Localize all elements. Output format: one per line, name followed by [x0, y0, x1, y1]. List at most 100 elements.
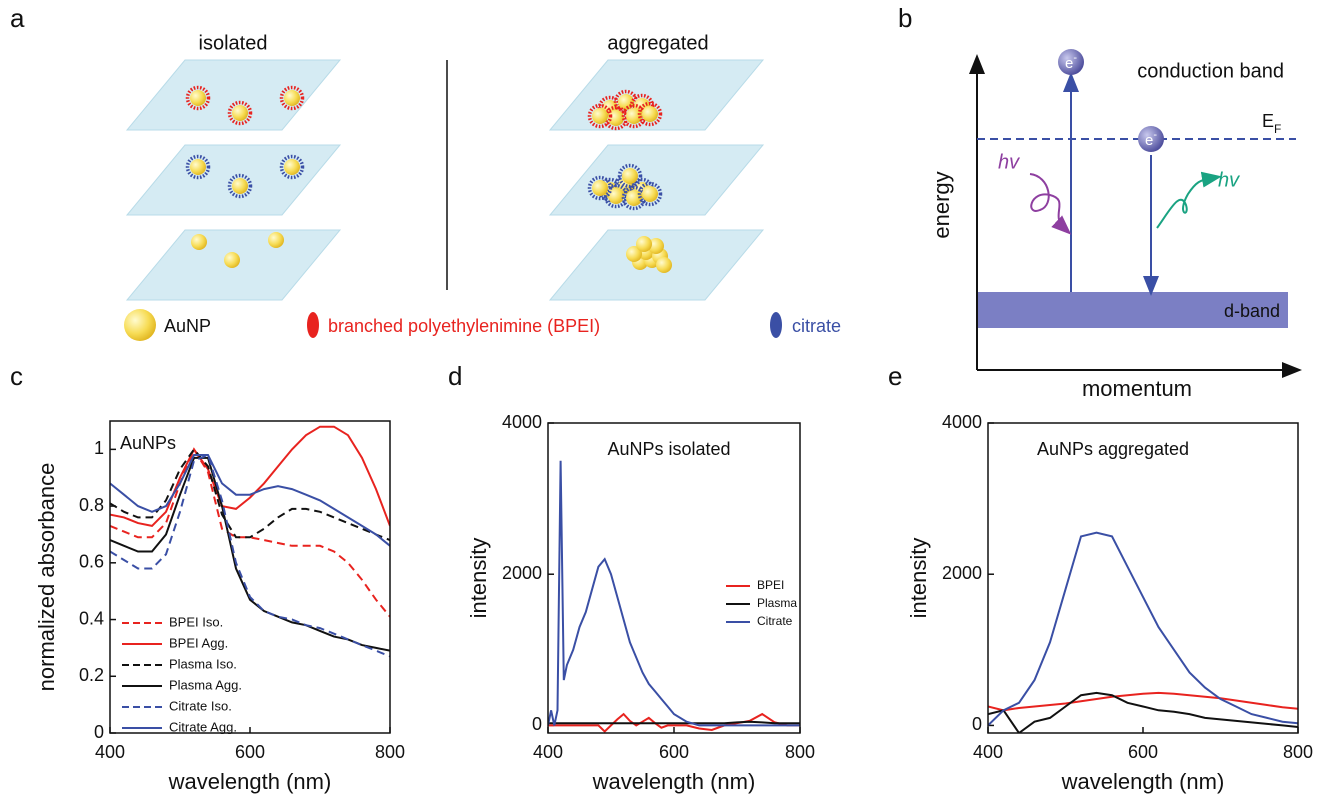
chart-title: AuNPs aggregated	[1037, 439, 1189, 459]
y-tick-label: 2000	[502, 563, 542, 583]
ligand-shell	[637, 101, 663, 127]
electron-label: e-	[1145, 129, 1157, 149]
nanoparticle	[622, 168, 638, 184]
ligand-shell	[587, 175, 613, 201]
photon-in	[1029, 173, 1072, 235]
plane	[125, 144, 342, 216]
band-label: conduction band	[1137, 60, 1284, 82]
y-tick-label: 0	[532, 714, 542, 734]
y-tick-label: 4000	[942, 412, 982, 432]
nanoparticle	[232, 178, 248, 194]
ligand-shell	[227, 100, 253, 126]
y-tick-label: 0.4	[79, 608, 104, 628]
x-tick-label: 800	[375, 742, 405, 762]
ligand-shell	[617, 163, 643, 189]
legend-label: BPEI	[757, 578, 784, 592]
electron	[1058, 49, 1084, 75]
nanoparticle	[232, 105, 248, 121]
nanoparticle	[648, 238, 664, 254]
heading: aggregated	[607, 32, 708, 54]
bpei-icon	[307, 312, 319, 338]
fermi-label: EF	[1262, 111, 1281, 136]
ligand-shell	[279, 85, 305, 111]
y-tick-label: 1	[94, 438, 104, 458]
series-line	[110, 456, 390, 652]
plane	[125, 59, 342, 131]
y-tick-label: 0.8	[79, 495, 104, 515]
plot-frame	[987, 422, 1299, 734]
ligand-shell	[185, 154, 211, 180]
electron-e: e	[1145, 132, 1153, 149]
y-tick-label: 0	[94, 722, 104, 742]
nanoparticle	[268, 232, 284, 248]
legend-label: Citrate Agg.	[169, 719, 237, 734]
chart-title: AuNPs	[120, 433, 176, 453]
series-line	[110, 425, 390, 527]
nanoparticle	[608, 110, 624, 126]
legend-label: Plasma Iso.	[169, 656, 237, 671]
series-line	[110, 447, 390, 542]
y-tick-label: 0.2	[79, 665, 104, 685]
nanoparticle	[190, 159, 206, 175]
photon-label: hv	[1218, 169, 1240, 191]
ligand-shell	[637, 181, 663, 207]
aunp-icon	[124, 309, 156, 341]
chart: c 0 0.2 0.4 0.6 0.8 1 400 600 800 wavelength (nm) n…	[10, 361, 405, 794]
plot-frame	[109, 420, 391, 734]
ligand-shell	[629, 93, 655, 119]
fermi-main: E	[1262, 111, 1274, 131]
legend-text: citrate	[792, 316, 841, 336]
series-line	[988, 691, 1298, 733]
electron-e: e	[1065, 55, 1073, 72]
series-line	[548, 720, 800, 725]
nanoparticle	[636, 236, 652, 252]
series-line	[548, 460, 800, 727]
x-tick-label: 600	[1128, 742, 1158, 762]
x-tick-label: 800	[785, 742, 815, 762]
legend-text: AuNP	[164, 316, 211, 336]
nanoparticle	[592, 108, 608, 124]
panel-letter: c	[10, 361, 23, 391]
x-tick-label: 600	[659, 742, 689, 762]
chart: d 0 2000 4000 400 600 800 wavelength (nm) intens…	[448, 361, 815, 794]
panel-letter: e	[888, 361, 902, 391]
electron	[1138, 126, 1164, 152]
photon-out	[1156, 171, 1222, 229]
nanoparticle	[626, 108, 642, 124]
plane	[548, 59, 765, 131]
legend-label: Citrate	[757, 614, 793, 628]
panel-letter: b	[898, 3, 912, 33]
panel-b: b d-band EF conduction band energy momen…	[898, 3, 1302, 401]
x-tick-label: 400	[95, 742, 125, 762]
y-tick-label: 4000	[502, 412, 542, 432]
legend-label: Plasma	[757, 596, 797, 610]
electron-label: e-	[1065, 52, 1077, 72]
fermi-sub: F	[1274, 122, 1281, 136]
panel-letter: a	[10, 3, 25, 33]
y-axis-title: intensity	[466, 538, 491, 619]
y-axis-title: normalized absorbance	[34, 463, 59, 692]
legend-label: BPEI Agg.	[169, 635, 228, 650]
nanoparticle	[642, 186, 658, 202]
x-tick-label: 400	[973, 742, 1003, 762]
series-line	[110, 454, 390, 547]
y-tick-label: 0.6	[79, 552, 104, 572]
legend-label: Plasma Agg.	[169, 677, 242, 692]
x-tick-label: 600	[235, 742, 265, 762]
d-band	[977, 292, 1288, 328]
panel-letter: d	[448, 361, 462, 391]
nanoparticle	[191, 234, 207, 250]
nanoparticle	[592, 180, 608, 196]
nanoparticle	[224, 252, 240, 268]
plot-frame	[547, 422, 801, 734]
x-tick-label: 400	[533, 742, 563, 762]
y-tick-label: 2000	[942, 563, 982, 583]
nanoparticle	[626, 246, 642, 262]
legend-label: BPEI Iso.	[169, 614, 223, 629]
x-axis-title: wavelength (nm)	[592, 769, 756, 794]
nanoparticle	[284, 159, 300, 175]
series-line	[988, 531, 1298, 727]
series-line	[988, 691, 1298, 712]
ligand-shell	[587, 103, 613, 129]
ligand-shell	[227, 173, 253, 199]
